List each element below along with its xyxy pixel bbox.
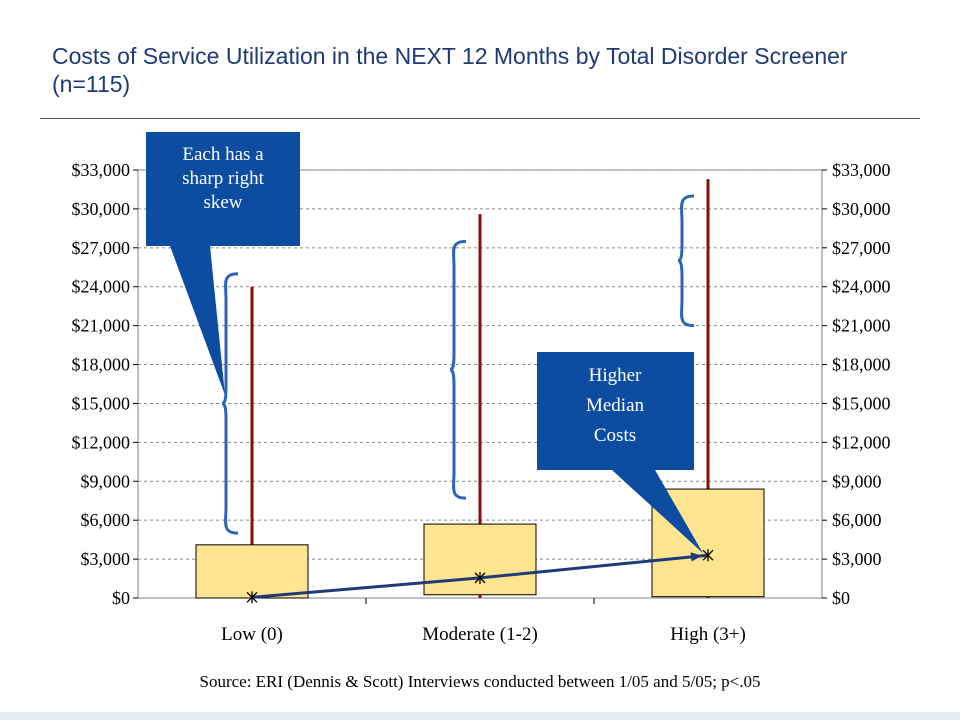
y-tick-label-left: $33,000 bbox=[72, 160, 131, 180]
y-tick-label-left: $27,000 bbox=[72, 238, 131, 258]
callout-text-line: skew bbox=[203, 192, 242, 213]
page-title: Costs of Service Utilization in the NEXT… bbox=[52, 43, 848, 97]
y-tick-label-left: $6,000 bbox=[81, 510, 131, 530]
callout-text-line: Median bbox=[586, 395, 645, 416]
y-tick-label-right: $21,000 bbox=[832, 316, 891, 336]
median-marker bbox=[702, 549, 714, 562]
y-tick-label-right: $0 bbox=[832, 588, 850, 608]
callout-text-line: Costs bbox=[594, 425, 636, 446]
y-tick-label-left: $21,000 bbox=[72, 316, 131, 336]
y-tick-label-left: $24,000 bbox=[72, 277, 131, 297]
y-tick-label-right: $33,000 bbox=[832, 160, 891, 180]
y-tick-label-right: $18,000 bbox=[832, 355, 891, 375]
callout-skew bbox=[146, 132, 300, 395]
skew-brace bbox=[449, 239, 467, 500]
y-tick-label-left: $15,000 bbox=[72, 393, 131, 413]
x-tick-label: Moderate (1-2) bbox=[422, 624, 538, 645]
callout-text-line: sharp right bbox=[182, 168, 265, 189]
y-tick-label-right: $9,000 bbox=[832, 471, 882, 491]
y-tick-label-right: $24,000 bbox=[832, 277, 891, 297]
median-marker bbox=[246, 591, 258, 604]
iqr-box bbox=[195, 544, 309, 599]
y-tick-label-right: $6,000 bbox=[832, 510, 882, 530]
y-tick-label-right: $15,000 bbox=[832, 393, 891, 413]
x-tick-label: High (3+) bbox=[670, 624, 746, 645]
source-note: Source: ERI (Dennis & Scott) Interviews … bbox=[199, 672, 761, 691]
y-tick-label-left: $9,000 bbox=[81, 471, 131, 491]
y-tick-label-left: $0 bbox=[112, 588, 130, 608]
callout-median bbox=[537, 352, 703, 554]
y-tick-label-left: $12,000 bbox=[72, 432, 131, 452]
y-tick-label-left: $18,000 bbox=[72, 355, 131, 375]
footer-strip bbox=[0, 712, 960, 720]
y-tick-label-left: $3,000 bbox=[81, 549, 131, 569]
callout-median-text: Higher Median Costs bbox=[586, 365, 645, 446]
y-tick-label-right: $27,000 bbox=[832, 238, 891, 258]
callout-text-line: Each has a bbox=[182, 144, 264, 165]
callout-text-line: Higher bbox=[589, 365, 642, 386]
median-marker bbox=[474, 571, 486, 584]
trend-arrowhead bbox=[690, 552, 703, 562]
y-tick-label-right: $12,000 bbox=[832, 432, 891, 452]
callout-skew-text: Each has a sharp right skew bbox=[182, 144, 265, 213]
y-tick-label-right: $30,000 bbox=[832, 199, 891, 219]
y-tick-label-right: $3,000 bbox=[832, 549, 882, 569]
skew-brace bbox=[221, 272, 239, 535]
title-divider bbox=[40, 118, 920, 119]
y-tick-label-left: $30,000 bbox=[72, 199, 131, 219]
x-tick-label: Low (0) bbox=[221, 624, 283, 645]
iqr-box bbox=[423, 523, 537, 596]
skew-brace bbox=[677, 194, 695, 328]
